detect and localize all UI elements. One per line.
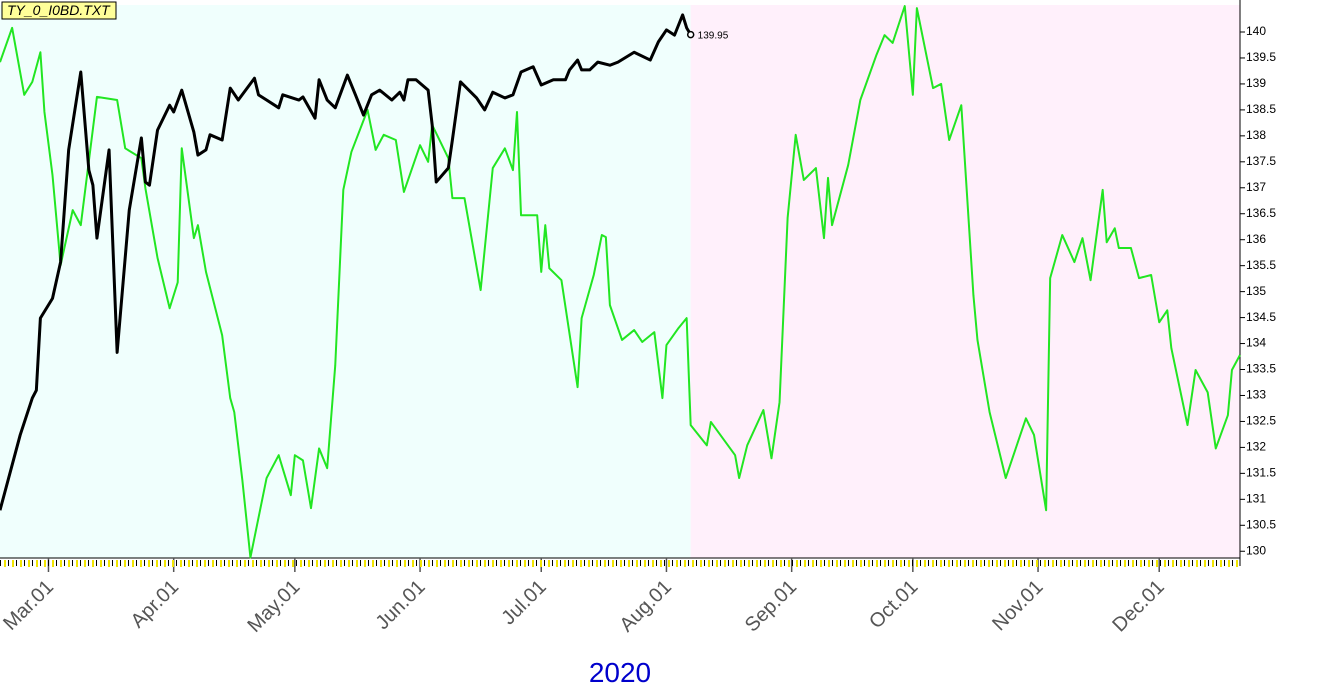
y-tick-label: 134.5 (1246, 310, 1276, 324)
x-tick-label: Nov.01 (988, 576, 1047, 635)
y-tick-label: 137 (1246, 180, 1266, 194)
y-tick-label: 133 (1246, 388, 1266, 402)
x-tick-label: Jun.01 (372, 576, 430, 634)
x-tick-label: Oct.01 (865, 576, 922, 633)
series-line (0, 13, 692, 511)
y-tick-label: 132 (1246, 440, 1266, 454)
plot: 139.95 (0, 5, 1241, 559)
background (0, 5, 1240, 558)
series-line (0, 5, 1241, 559)
x-tick-label: Sep.01 (741, 576, 801, 636)
y-tick-label: 140 (1246, 24, 1266, 38)
y-tick-label: 138 (1246, 128, 1266, 142)
background-region (690, 5, 1240, 558)
x-tick-label: Apr.01 (127, 576, 183, 632)
y-tick-label: 131.5 (1246, 466, 1276, 480)
y-tick-label: 130 (1246, 543, 1266, 557)
end-marker (686, 30, 695, 39)
minor-ticks (0, 558, 1240, 567)
y-tick-label: 135.5 (1246, 258, 1276, 272)
y-tick-label: 139 (1246, 76, 1266, 90)
y-tick-label: 134 (1246, 336, 1266, 350)
y-tick-label: 136 (1246, 232, 1266, 246)
x-tick-label: Jul.01 (497, 576, 550, 629)
background-region (0, 5, 691, 558)
x-tick-label: Dec.01 (1108, 576, 1168, 636)
title-box (1, 1, 117, 20)
x-tick-label: Aug.01 (616, 576, 676, 636)
x-tick-label: May.01 (244, 576, 305, 637)
year-label: 2020 (589, 657, 651, 688)
y-tick-label: 135 (1246, 284, 1266, 298)
y-tick-label: 139.5 (1246, 50, 1276, 64)
y-tick-label: 137.5 (1246, 154, 1276, 168)
x-tick-label: Mar.01 (0, 576, 58, 635)
chart-title: TY_0_I0BD.TXT (7, 2, 111, 18)
end-label: 139.95 (698, 31, 729, 42)
y-tick-label: 130.5 (1246, 517, 1276, 531)
y-tick-label: 131 (1246, 491, 1266, 505)
y-tick-label: 138.5 (1246, 102, 1276, 116)
y-tick-label: 133.5 (1246, 362, 1276, 376)
y-tick-label: 132.5 (1246, 414, 1276, 428)
y-tick-label: 136.5 (1246, 206, 1276, 220)
